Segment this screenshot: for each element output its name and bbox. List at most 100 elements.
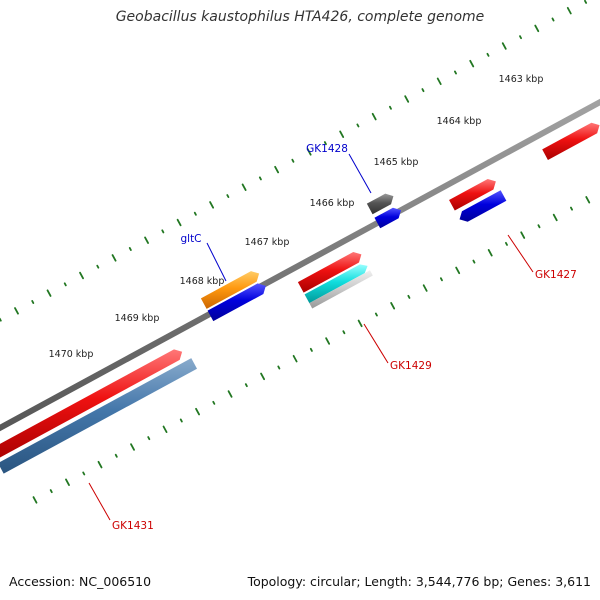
tick-mark (309, 347, 313, 352)
tick-mark (388, 105, 392, 110)
tick-mark (82, 471, 86, 476)
gene-label[interactable]: GK1431 (112, 520, 154, 532)
gene-callout-line (88, 482, 111, 521)
tick-mark (31, 300, 35, 304)
cds-gltc[interactable] (200, 271, 260, 309)
tick-mark (504, 241, 508, 246)
cds-red-left-shape (0, 349, 183, 458)
tick-mark (552, 213, 558, 222)
tick-label: 1464 kbp (437, 116, 482, 127)
tick-mark (63, 282, 67, 287)
genes-label: Genes: (507, 574, 552, 589)
tick-mark (49, 489, 53, 494)
tick-label: 1467 kbp (245, 237, 290, 248)
tick-mark (179, 418, 183, 423)
tick-mark (195, 407, 200, 416)
tick-mark (161, 229, 165, 234)
cds-gk1427-shape (449, 179, 496, 211)
tick-mark (97, 460, 103, 469)
cds-gltc-shape (200, 271, 260, 309)
tick-mark (584, 0, 588, 4)
gene-label[interactable]: GK1429 (390, 360, 432, 372)
cds-cyan[interactable] (304, 264, 368, 304)
genome-stats-footer: Topology: circular; Length: 3,544,776 bp… (248, 574, 591, 589)
gene-label[interactable]: GK1427 (535, 269, 577, 281)
tick-mark (111, 254, 117, 262)
cds-blue-gltc[interactable] (207, 283, 266, 322)
cds-silver-shape (309, 270, 373, 309)
cds-gk1429[interactable] (297, 252, 362, 293)
tick-mark (501, 42, 507, 50)
tick-mark (454, 70, 457, 75)
cds-gk1429-shape (297, 252, 362, 293)
gene-label[interactable]: gltC (180, 233, 201, 245)
accession-footer: Accession: NC_006510 (9, 574, 151, 589)
tick-mark (226, 194, 230, 199)
tick-mark (274, 165, 280, 174)
gene-label[interactable]: GK1428 (306, 143, 348, 155)
tick-mark (487, 249, 493, 257)
tick-mark (439, 277, 443, 282)
cds-blue-gk1428-shape (374, 207, 402, 229)
tick-mark (212, 400, 216, 405)
tick-mark (46, 289, 52, 297)
tick-mark (292, 354, 298, 363)
tick-mark (227, 390, 233, 398)
tick-mark (0, 317, 2, 322)
tick-mark (566, 6, 572, 15)
cds-blue-gltc-shape (207, 283, 266, 322)
tick-mark (193, 211, 197, 216)
tick-mark (79, 271, 84, 280)
tick-mark (519, 35, 522, 40)
accession-value: NC_006510 (79, 574, 152, 589)
gene-callout-line (507, 234, 534, 273)
tick-mark (537, 224, 541, 229)
tick-mark (570, 206, 573, 211)
topology-label: Topology: (247, 574, 307, 589)
cds-blue-right-shape (459, 190, 507, 222)
cds-silver[interactable] (309, 270, 373, 309)
tick-mark (325, 337, 331, 345)
tick-label: 1468 kbp (180, 276, 225, 287)
map-title: Geobacillus kaustophilus HTA426, complet… (115, 9, 485, 25)
gene-callout-line (348, 153, 372, 194)
tick-mark (534, 24, 540, 33)
topology-value: circular; (310, 574, 361, 589)
tick-mark (114, 453, 118, 458)
tick-label: 1469 kbp (115, 313, 160, 324)
tick-mark (291, 158, 295, 163)
cds-red-left[interactable] (0, 349, 183, 459)
cds-gk1431[interactable] (0, 358, 198, 474)
tick-mark (356, 123, 360, 128)
accession-label: Accession: (9, 574, 76, 589)
cds-blue-gk1428[interactable] (374, 207, 402, 229)
tick-mark (374, 312, 378, 317)
tick-mark (422, 284, 428, 292)
tick-mark (390, 302, 396, 310)
tick-mark (96, 264, 100, 269)
gene-callout-line (363, 323, 389, 364)
tick-mark (144, 236, 150, 244)
cds-gk1427[interactable] (449, 179, 496, 211)
genome-backbone-shape (0, 98, 600, 432)
cds-gk1431-shape (0, 358, 198, 474)
inner-tick-dots (32, 196, 591, 504)
gene-callout-line (206, 242, 227, 282)
tick-mark (277, 365, 281, 370)
cds-gk1428-shape (366, 193, 394, 215)
tick-mark (65, 478, 70, 486)
tick-mark (342, 330, 346, 335)
tick-mark (407, 294, 411, 299)
tick-label: 1466 kbp (310, 198, 355, 209)
cds-blue-right[interactable] (459, 190, 507, 222)
tick-mark (551, 17, 555, 22)
tick-mark (323, 141, 327, 146)
cds-gk1428[interactable] (366, 193, 394, 215)
cds-red-right[interactable] (542, 122, 600, 160)
tick-mark (162, 425, 168, 434)
tick-mark (455, 266, 461, 275)
genes-count: 3,611 (555, 574, 591, 589)
genome-backbone[interactable] (0, 72, 600, 440)
length-label: Length: (364, 574, 412, 589)
